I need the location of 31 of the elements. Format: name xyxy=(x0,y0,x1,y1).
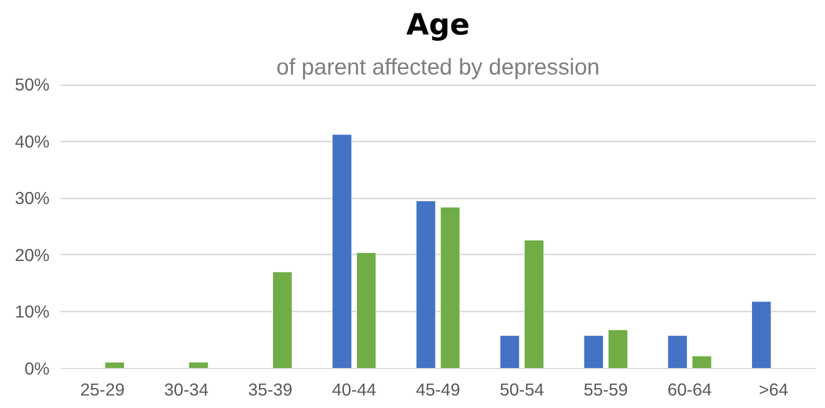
y-tick-label: 30% xyxy=(14,188,50,208)
bar xyxy=(356,252,376,368)
x-tick-label: 60-64 xyxy=(668,380,712,400)
bar xyxy=(440,206,460,368)
y-tick-label: 50% xyxy=(14,74,50,94)
x-tick-label: 30-34 xyxy=(164,380,209,400)
y-tick-label: 10% xyxy=(14,302,50,322)
bar xyxy=(668,335,688,368)
bar xyxy=(272,272,292,368)
bar xyxy=(500,335,520,368)
x-tick-label: >64 xyxy=(758,380,789,400)
bar xyxy=(188,362,208,368)
bar xyxy=(332,134,352,368)
y-tick-label: 0% xyxy=(24,358,50,378)
x-tick-label: 55-59 xyxy=(584,380,628,400)
bar xyxy=(524,240,544,368)
y-tick-label: 40% xyxy=(14,131,50,152)
y-tick-label: 20% xyxy=(14,244,50,265)
bar xyxy=(104,362,125,368)
chart-title: Age xyxy=(406,8,470,42)
x-tick-label: 45-49 xyxy=(416,380,460,400)
x-tick-label: 50-54 xyxy=(500,380,544,400)
bar xyxy=(416,200,436,368)
bar xyxy=(751,301,772,368)
x-tick-label: 40-44 xyxy=(332,380,377,400)
bar xyxy=(692,356,712,368)
bar xyxy=(584,335,604,368)
x-tick-label: 25-29 xyxy=(80,380,125,400)
chart-subtitle: of parent affected by depression xyxy=(276,54,600,80)
bar xyxy=(608,330,628,368)
x-tick-label: 35-39 xyxy=(248,380,292,400)
